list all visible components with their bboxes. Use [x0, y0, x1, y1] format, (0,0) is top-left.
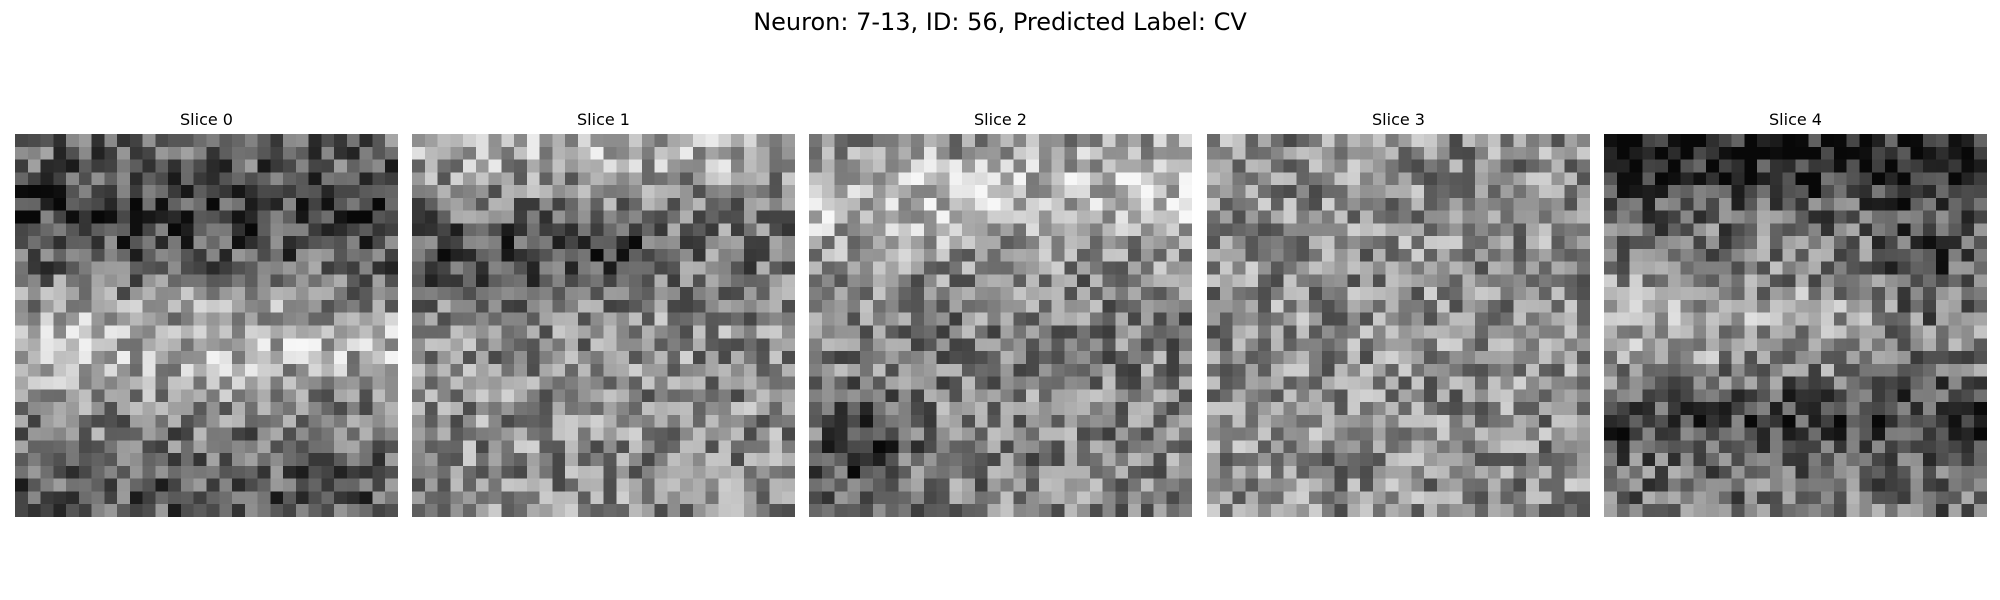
slice-title: Slice 1: [577, 110, 630, 129]
slice-panel-1: Slice 1: [412, 108, 795, 517]
slice-title: Slice 3: [1372, 110, 1425, 129]
slice-image: [15, 134, 398, 517]
slice-panel-4: Slice 4: [1604, 108, 1987, 517]
slice-panel-2: Slice 2: [809, 108, 1192, 517]
slice-image: [1207, 134, 1590, 517]
slice-title: Slice 0: [180, 110, 233, 129]
slice-panel-3: Slice 3: [1207, 108, 1590, 517]
slice-image: [809, 134, 1192, 517]
slice-title: Slice 2: [974, 110, 1027, 129]
slice-panel-0: Slice 0: [15, 108, 398, 517]
slice-title: Slice 4: [1769, 110, 1822, 129]
slice-image: [412, 134, 795, 517]
figure-title: Neuron: 7-13, ID: 56, Predicted Label: C…: [753, 8, 1247, 36]
slice-image: [1604, 134, 1987, 517]
